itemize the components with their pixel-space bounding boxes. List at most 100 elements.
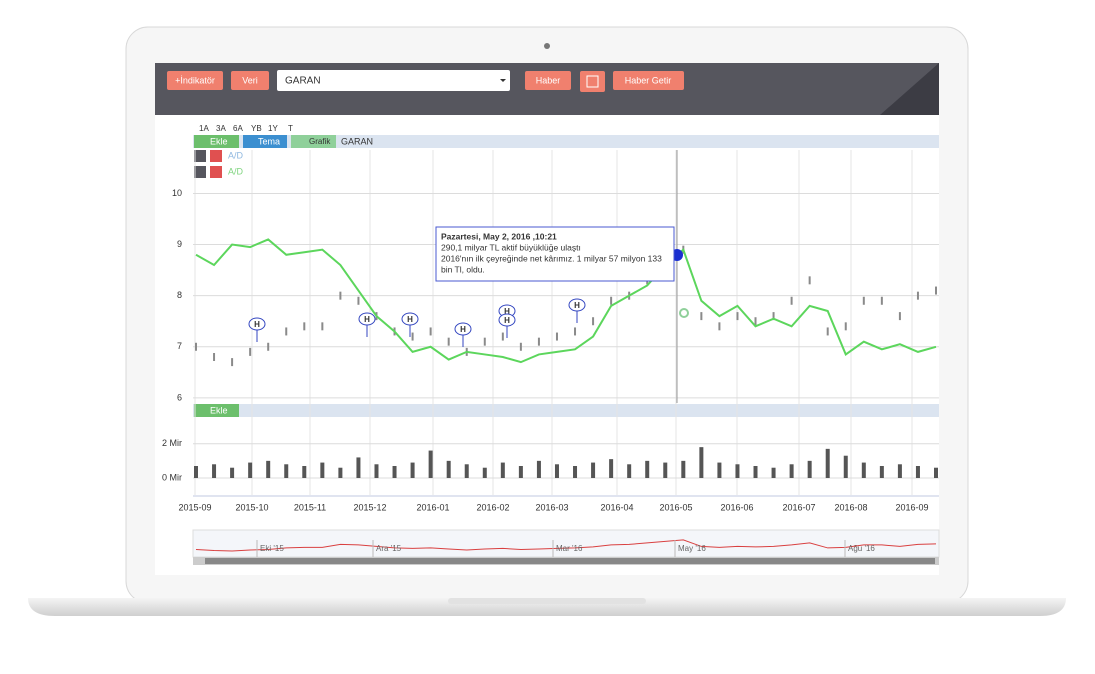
range-button[interactable]: 6A: [233, 124, 243, 133]
news-flag-label[interactable]: H: [254, 320, 260, 329]
trackpad-notch: [448, 598, 646, 604]
x-tick-label: 2016-07: [782, 502, 815, 512]
price-bar: [700, 312, 703, 321]
news-flag[interactable]: [568, 298, 586, 312]
news-flag[interactable]: [498, 313, 516, 327]
price-bar: [429, 327, 432, 336]
news-button[interactable]: [525, 71, 571, 90]
price-bar: [718, 322, 721, 331]
news-flag-label[interactable]: H: [460, 325, 466, 334]
volume-bar: [663, 462, 668, 478]
volume-bar: [536, 460, 541, 478]
symbol-select[interactable]: [277, 70, 510, 91]
price-bar: [772, 312, 775, 321]
price-bar: [231, 358, 234, 367]
volume-bar: [482, 467, 487, 478]
volume-bar: [410, 462, 415, 478]
settings-icon[interactable]: [194, 150, 206, 162]
volume-bar: [825, 448, 830, 478]
data-button[interactable]: [231, 71, 269, 90]
volume-bar: [212, 464, 217, 478]
news-flag-label[interactable]: H: [574, 301, 580, 310]
news-flag[interactable]: [358, 312, 376, 326]
y-tick-label: 10: [172, 188, 182, 198]
volume-bar: [518, 466, 523, 478]
volume-bar: [266, 460, 271, 478]
symbol-select-value[interactable]: GARAN: [285, 76, 321, 87]
news-flag-label[interactable]: H: [504, 316, 510, 325]
panel-header: [193, 135, 939, 148]
volume-bar: [861, 462, 866, 478]
tooltip-line: 2016'nın ilk çeyreğinde net kârımız. 1 m…: [441, 253, 662, 263]
add-button[interactable]: [194, 404, 239, 417]
volume-bar: [194, 466, 198, 478]
range-button[interactable]: 1Y: [268, 124, 278, 133]
range-button[interactable]: T: [288, 124, 293, 133]
volume-bar: [681, 460, 686, 478]
remove-icon[interactable]: [210, 150, 222, 162]
price-bar: [935, 286, 937, 295]
range-button[interactable]: 3A: [216, 124, 226, 133]
price-line: [195, 238, 937, 364]
price-bar: [519, 342, 522, 351]
indicator-label: A/D: [228, 166, 244, 176]
data-button-label[interactable]: Veri: [242, 75, 258, 85]
news-flag[interactable]: [248, 317, 266, 331]
add-button-label[interactable]: Ekle: [210, 405, 228, 415]
price-bar: [880, 296, 883, 305]
x-tick-label: 2016-05: [659, 502, 692, 512]
volume-bar: [356, 457, 361, 478]
x-tick-label: 2016-06: [720, 502, 753, 512]
x-tick-label: 2015-12: [353, 502, 386, 512]
tooltip-line: bin Tl, oldu.: [441, 264, 485, 274]
navigator: [192, 529, 940, 558]
volume-bar: [699, 447, 704, 478]
volume-bar: [446, 460, 451, 478]
tooltip-line: Pazartesi, May 2, 2016 ,10:21: [441, 231, 557, 241]
volume-bar: [627, 464, 632, 478]
y-tick-label: 7: [177, 341, 182, 351]
remove-icon[interactable]: [210, 166, 222, 178]
range-button[interactable]: YB: [251, 124, 262, 133]
chart-button[interactable]: [291, 135, 336, 148]
volume-tick-label: 0 Mir: [162, 472, 182, 482]
volume-bar: [735, 464, 740, 478]
x-tick-label: 2016-02: [476, 502, 509, 512]
volume-bar: [915, 466, 920, 478]
price-bar: [844, 322, 847, 331]
theme-button-label[interactable]: Tema: [258, 136, 280, 146]
hover-point-secondary: [679, 308, 689, 318]
news-flag-label[interactable]: H: [407, 315, 413, 324]
news-flag[interactable]: [454, 322, 472, 336]
theme-button[interactable]: [243, 135, 287, 148]
range-button[interactable]: 1A: [199, 124, 209, 133]
indicator-label: A/D: [228, 150, 244, 160]
price-bar: [592, 317, 595, 326]
news-flag-label[interactable]: H: [364, 315, 370, 324]
news-button-label[interactable]: Haber: [536, 75, 561, 85]
add-button[interactable]: [194, 135, 239, 148]
indicator-button[interactable]: [167, 71, 223, 90]
volume-bar: [591, 462, 596, 478]
add-button-label[interactable]: Ekle: [210, 136, 228, 146]
news-flag-label[interactable]: H: [504, 307, 510, 316]
news-fetch-button[interactable]: [613, 71, 684, 90]
panel-symbol: GARAN: [341, 136, 373, 146]
settings-icon[interactable]: [194, 166, 206, 178]
price-bar: [808, 276, 811, 285]
price-bar: [447, 337, 450, 346]
y-tick-label: 8: [177, 290, 182, 300]
scrollbar-thumb[interactable]: [205, 558, 935, 564]
indicator-button-label[interactable]: +İndikatör: [175, 75, 215, 85]
price-bar: [249, 347, 252, 356]
chart-button-label[interactable]: Grafik: [309, 137, 331, 146]
news-fetch-button-label[interactable]: Haber Getir: [625, 75, 672, 85]
laptop-base: [28, 598, 1066, 616]
volume-bar: [428, 450, 433, 478]
edit-button[interactable]: [580, 71, 605, 92]
volume-bar: [753, 466, 758, 478]
volume-bar: [230, 467, 235, 478]
navigator-label: Eki '15: [260, 544, 284, 553]
news-flag[interactable]: [401, 312, 419, 326]
